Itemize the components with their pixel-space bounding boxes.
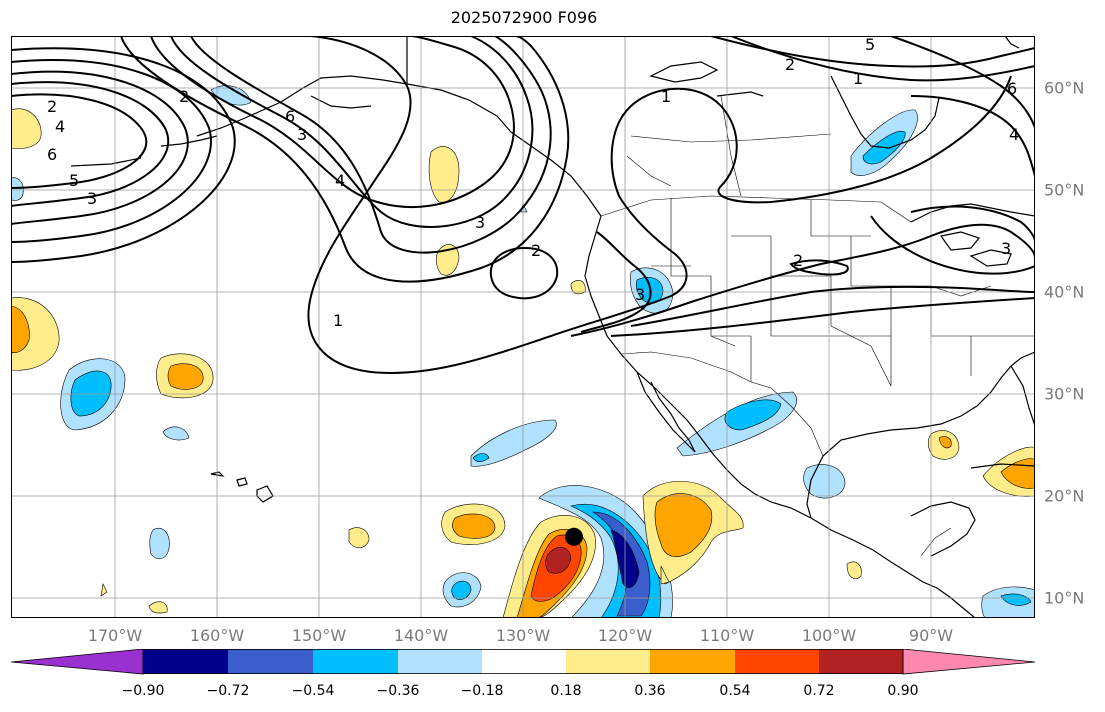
longitude-label: 110°W (699, 626, 755, 645)
contour-label: 2 (531, 241, 541, 260)
map-panel: 2 4 6 5 3 2 6 3 4 3 2 1 1 3 2 2 5 1 6 4 … (11, 36, 1035, 618)
longitude-label: 130°W (495, 626, 551, 645)
latitude-label: 40°N (1044, 282, 1085, 302)
colorbar-swatch (566, 649, 650, 674)
colorbar-swatch (819, 649, 903, 674)
colorbar-tick-label: 0.54 (719, 683, 751, 699)
longitude-label: 140°W (393, 626, 449, 645)
contour-label: 2 (47, 97, 57, 116)
latitude-label: 50°N (1044, 180, 1085, 200)
graticule (11, 36, 1035, 618)
contour-label: 4 (1009, 125, 1019, 144)
contour-label: 2 (179, 87, 189, 106)
contour-label: 2 (785, 55, 795, 74)
colorbar-tick-label: 0.90 (887, 683, 919, 699)
colorbar-tick-label: 0.18 (550, 683, 582, 699)
map-title: 2025072900 F096 (450, 8, 598, 27)
colorbar-tick-label: −0.72 (206, 683, 250, 699)
contour-label: 1 (333, 311, 343, 330)
coastlines (70, 36, 1035, 618)
colorbar-swatch (313, 649, 398, 674)
storm-center-marker (565, 527, 583, 546)
contour-label: 1 (661, 87, 671, 106)
longitude-label: 170°W (87, 626, 143, 645)
colorbar-tick-label: −0.18 (460, 683, 504, 699)
latitude-label: 60°N (1044, 78, 1085, 98)
colorbar-tick-label: −0.36 (376, 683, 420, 699)
contour-label: 1 (853, 69, 863, 88)
colorbar-tick-label: −0.90 (121, 683, 165, 699)
latitude-label: 20°N (1044, 486, 1085, 506)
colorbar-swatch (650, 649, 735, 674)
colorbar-swatch (482, 649, 566, 674)
contour-label: 3 (297, 125, 307, 144)
colorbar-swatch (143, 649, 228, 674)
contour-label: 6 (1007, 79, 1017, 98)
colorbar (11, 649, 1035, 675)
colorbar-tick-label: −0.54 (291, 683, 335, 699)
longitude-label: 100°W (801, 626, 857, 645)
contour-label: 4 (335, 171, 345, 190)
colorbar-swatch (398, 649, 482, 674)
longitude-label: 160°W (189, 626, 245, 645)
colorbar-extend-min (11, 649, 144, 675)
contour-label: 4 (55, 117, 65, 136)
latitude-label: 10°N (1044, 588, 1085, 608)
contour-lines (11, 36, 1035, 374)
contour-label: 6 (285, 107, 295, 126)
contour-label: 3 (1001, 239, 1011, 258)
longitude-label: 90°W (908, 626, 954, 645)
longitude-label: 120°W (597, 626, 653, 645)
colorbar-extend-max (902, 649, 1035, 675)
contour-label: 3 (87, 189, 97, 208)
latitude-label: 30°N (1044, 384, 1085, 404)
contour-label: 5 (69, 171, 79, 190)
colorbar-swatch (228, 649, 313, 674)
colorbar-tick-label: 0.36 (634, 683, 666, 699)
contour-label: 3 (475, 213, 485, 232)
longitude-label: 150°W (291, 626, 347, 645)
contour-label-group: 2 4 6 5 3 2 6 3 4 3 2 1 1 3 2 2 5 1 6 4 … (47, 36, 1019, 330)
contour-label: 5 (865, 36, 875, 54)
colorbar-tick-label: 0.72 (803, 683, 835, 699)
colorbar-swatch (735, 649, 819, 674)
contour-label: 6 (47, 145, 57, 164)
contour-label: 2 (793, 251, 803, 270)
contour-label: 3 (635, 285, 645, 304)
